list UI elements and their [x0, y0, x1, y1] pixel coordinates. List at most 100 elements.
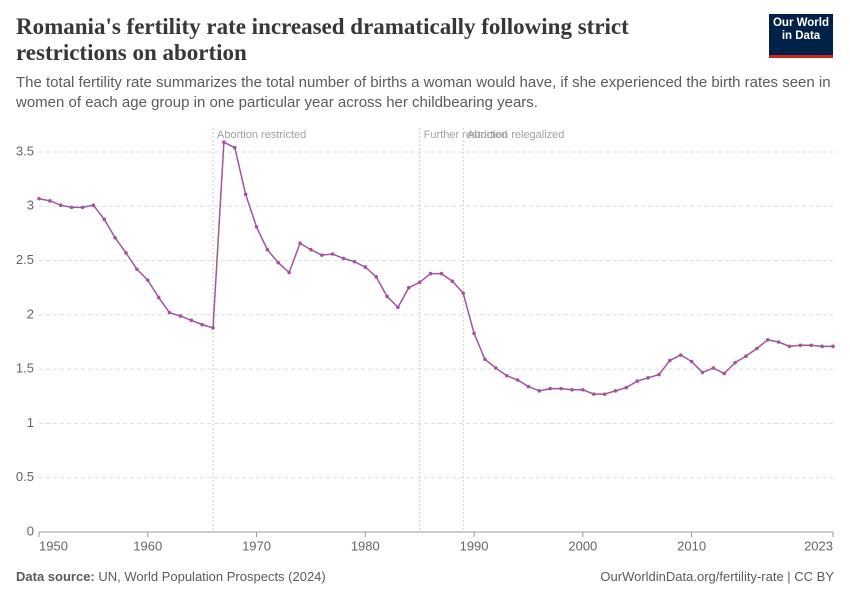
data-point	[113, 235, 117, 240]
source[interactable]: UN, World Population Prospects (2024)	[98, 569, 326, 584]
data-point	[222, 140, 226, 145]
data-point	[689, 359, 694, 364]
data-point	[776, 340, 781, 344]
data-point	[744, 354, 748, 358]
data-point	[526, 384, 531, 389]
data-point	[37, 196, 41, 201]
data-point	[48, 199, 52, 203]
y-tick-label: 2	[27, 306, 34, 321]
data-point	[515, 378, 520, 382]
data-point	[733, 360, 737, 365]
logo-text[interactable]: Our World	[772, 17, 829, 29]
data-point	[232, 145, 237, 150]
annotation-label: Abortion relegalized	[467, 129, 564, 141]
data-point	[189, 318, 194, 323]
data-point	[352, 259, 357, 264]
data-point	[831, 344, 835, 349]
data-point	[494, 366, 498, 370]
y-tick-label: 0	[27, 523, 34, 538]
data-point	[374, 275, 378, 279]
x-tick-label: 2000	[568, 538, 597, 553]
data-point	[624, 385, 629, 390]
data-point	[798, 343, 803, 348]
x-tick-label: 2023	[804, 538, 833, 553]
data-point	[254, 225, 259, 229]
data-point	[591, 392, 596, 396]
data-point	[678, 353, 683, 357]
x-tick-label: 1990	[460, 538, 489, 553]
data-point	[135, 267, 139, 272]
data-point	[711, 366, 716, 370]
x-tick-label: 1970	[242, 538, 271, 553]
y-tick-label: 1	[27, 415, 34, 430]
data-point	[428, 271, 433, 276]
y-tick-label: 3.5	[16, 143, 34, 158]
data-point	[124, 251, 128, 255]
data-point	[483, 357, 487, 362]
data-point	[613, 389, 618, 393]
data-point	[700, 370, 705, 375]
data-point	[646, 376, 650, 380]
data-point	[58, 203, 63, 207]
data-point	[472, 331, 476, 336]
data-point	[265, 247, 270, 252]
data-point	[211, 326, 215, 330]
y-tick-label: 0.5	[16, 469, 34, 484]
x-tick-label: 2010	[677, 538, 706, 553]
x-tick-label: 1950	[39, 538, 68, 553]
data-point	[439, 271, 444, 276]
x-tick-label: 1960	[133, 538, 162, 553]
series-line	[38, 141, 833, 395]
data-point	[156, 295, 161, 300]
data-point	[385, 294, 389, 299]
data-point	[635, 379, 640, 383]
source-label: Data source:	[16, 569, 95, 584]
data-point	[755, 346, 759, 351]
data-point	[80, 205, 85, 210]
data-point	[559, 386, 563, 391]
logo-text[interactable]: in Data	[781, 30, 821, 42]
data-point	[396, 305, 400, 310]
data-point	[407, 285, 411, 290]
data-point	[69, 205, 74, 210]
data-point	[504, 373, 509, 378]
y-tick-label: 3	[27, 198, 34, 213]
data-point	[602, 392, 607, 396]
data-point	[765, 338, 770, 342]
data-point	[820, 344, 824, 349]
data-point	[276, 260, 281, 265]
data-point	[243, 192, 248, 197]
data-point	[330, 252, 335, 256]
data-point	[450, 279, 455, 284]
footer-source: Data source: UN, World Population Prospe…	[16, 569, 326, 584]
data-point	[287, 270, 291, 275]
data-point	[145, 278, 150, 282]
x-tick-label: 1980	[351, 538, 380, 553]
logo[interactable]: Our World in Data	[769, 14, 833, 58]
data-point	[200, 322, 204, 327]
data-point	[668, 358, 672, 363]
data-point	[537, 389, 542, 393]
footer-credit[interactable]: OurWorldinData.org/fertility-rate | CC B…	[600, 569, 834, 584]
y-tick-label: 2.5	[16, 252, 34, 267]
y-tick-label: 1.5	[16, 361, 34, 376]
data-point	[809, 343, 814, 348]
data-point	[319, 253, 324, 257]
data-point	[167, 310, 172, 315]
data-point	[178, 314, 183, 318]
data-point	[657, 372, 661, 377]
data-point	[341, 256, 346, 261]
annotation-label: Further restricted	[424, 129, 508, 141]
chart-title: Romania's fertility rate increased drama…	[16, 14, 629, 65]
data-point	[102, 217, 107, 222]
data-point	[309, 247, 313, 252]
data-point	[417, 280, 422, 285]
chart-subtitle: The total fertility rate summarizes the …	[16, 74, 831, 111]
data-point	[363, 265, 368, 269]
data-point	[461, 291, 465, 295]
data-point	[298, 241, 302, 245]
data-point	[91, 203, 96, 207]
data-point	[722, 371, 727, 376]
